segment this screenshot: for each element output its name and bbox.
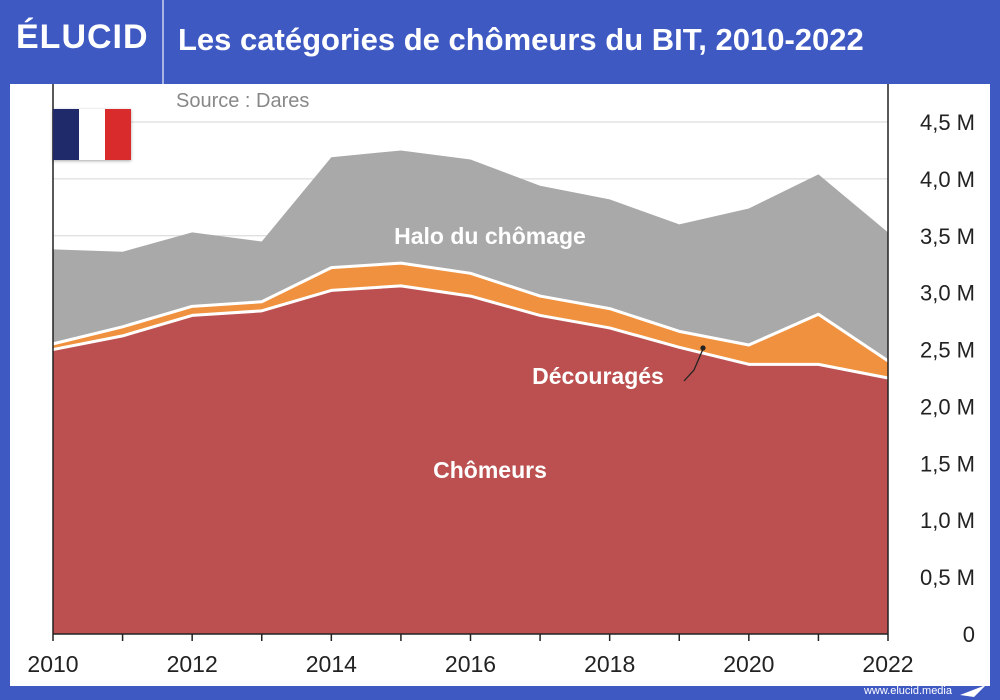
- x-tick-label: 2010: [27, 651, 78, 677]
- decourages-leader-line: [683, 348, 704, 382]
- header-divider: [162, 0, 164, 84]
- paper-plane-icon: [960, 685, 986, 697]
- y-tick-label: 0,5 M: [920, 565, 975, 590]
- y-tick-label: 1,5 M: [920, 451, 975, 476]
- header: ÉLUCID Les catégories de chômeurs du BIT…: [0, 0, 1000, 84]
- y-tick-label: 4,5 M: [920, 110, 975, 135]
- series-label: Découragés: [532, 363, 664, 389]
- france-flag-icon: [53, 109, 131, 160]
- x-tick-label: 2012: [167, 651, 218, 677]
- x-tick-label: 2014: [306, 651, 357, 677]
- flag-stripe-blue: [53, 109, 79, 160]
- x-tick-label: 2018: [584, 651, 635, 677]
- source-note: Source : Dares: [176, 90, 310, 112]
- area-halo: [53, 150, 888, 361]
- boundary-chomeurs: [52, 284, 889, 380]
- decourages-leader-dot: [700, 345, 706, 351]
- y-tick-label: 1,0 M: [920, 508, 975, 533]
- flag-stripe-red: [105, 109, 131, 160]
- elucid-logo: ÉLUCID: [16, 18, 149, 56]
- chart-title: Les catégories de chômeurs du BIT, 2010-…: [178, 22, 864, 57]
- y-tick-label: 4,0 M: [920, 167, 975, 192]
- flag-stripe-white: [79, 109, 105, 160]
- y-tick-label: 2,0 M: [920, 394, 975, 419]
- area-chomeurs: [53, 285, 888, 634]
- x-tick-label: 2022: [862, 651, 913, 677]
- y-tick-label: 2,5 M: [920, 338, 975, 363]
- footer-url[interactable]: www.elucid.media: [863, 685, 952, 697]
- boundary-decourages: [52, 261, 889, 363]
- area-decourages: [53, 263, 888, 378]
- x-tick-label: 2016: [445, 651, 496, 677]
- series-label: Halo du chômage: [394, 223, 586, 249]
- y-tick-label: 3,5 M: [920, 224, 975, 249]
- x-tick-label: 2020: [723, 651, 774, 677]
- y-tick-label: 0: [963, 622, 975, 647]
- series-label: Chômeurs: [433, 457, 547, 483]
- y-tick-label: 3,0 M: [920, 281, 975, 306]
